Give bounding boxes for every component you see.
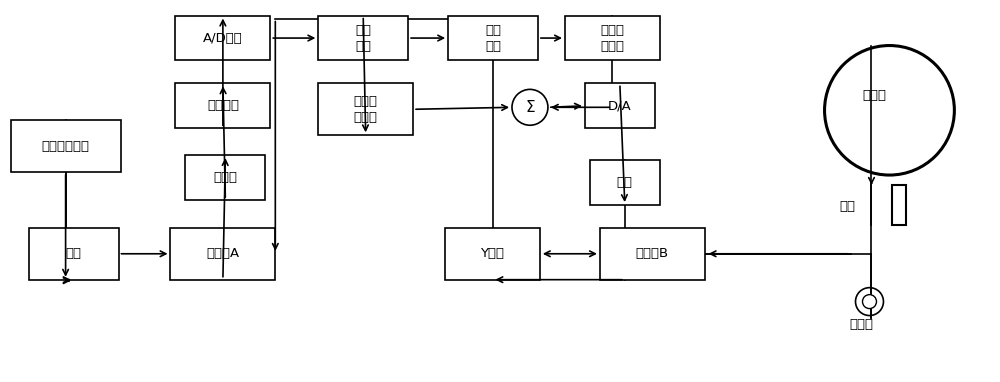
Text: 光源: 光源 [66, 247, 82, 260]
Text: 延迟线: 延迟线 [849, 318, 873, 331]
Text: 耦合器B: 耦合器B [636, 247, 669, 260]
Text: 敏感环: 敏感环 [862, 89, 886, 102]
Bar [585, 83, 655, 128]
Text: 波片: 波片 [840, 201, 856, 214]
Text: 探测器: 探测器 [213, 171, 237, 184]
Bar [175, 83, 270, 128]
Bar [175, 16, 270, 60]
Circle shape [512, 89, 548, 125]
Bar [318, 16, 408, 60]
Bar [185, 155, 265, 200]
Bar [318, 83, 413, 135]
Bar [590, 160, 660, 205]
Text: 主积
分器: 主积 分器 [485, 24, 501, 53]
Bar [445, 228, 540, 280]
Text: D/A: D/A [608, 99, 632, 112]
Text: 阶梯波
生成器: 阶梯波 生成器 [600, 24, 624, 53]
Bar [565, 16, 660, 60]
Text: 前置放大: 前置放大 [207, 99, 239, 112]
Bar [448, 16, 538, 60]
Text: $\Sigma$: $\Sigma$ [525, 99, 535, 115]
Bar [600, 228, 705, 280]
Circle shape [862, 295, 876, 309]
Bar [892, 185, 906, 225]
Bar [170, 228, 275, 280]
Text: 驱动制冷电路: 驱动制冷电路 [42, 140, 90, 153]
Text: 主解
调器: 主解 调器 [355, 24, 371, 53]
Text: 运放: 运放 [617, 176, 633, 189]
Bar [29, 228, 119, 280]
Text: Y波导: Y波导 [481, 247, 505, 260]
Text: A/D转换: A/D转换 [203, 32, 243, 45]
Bar [11, 120, 121, 172]
Text: 耦合器A: 耦合器A [206, 247, 239, 260]
Text: 四态波
生成器: 四态波 生成器 [354, 95, 378, 124]
